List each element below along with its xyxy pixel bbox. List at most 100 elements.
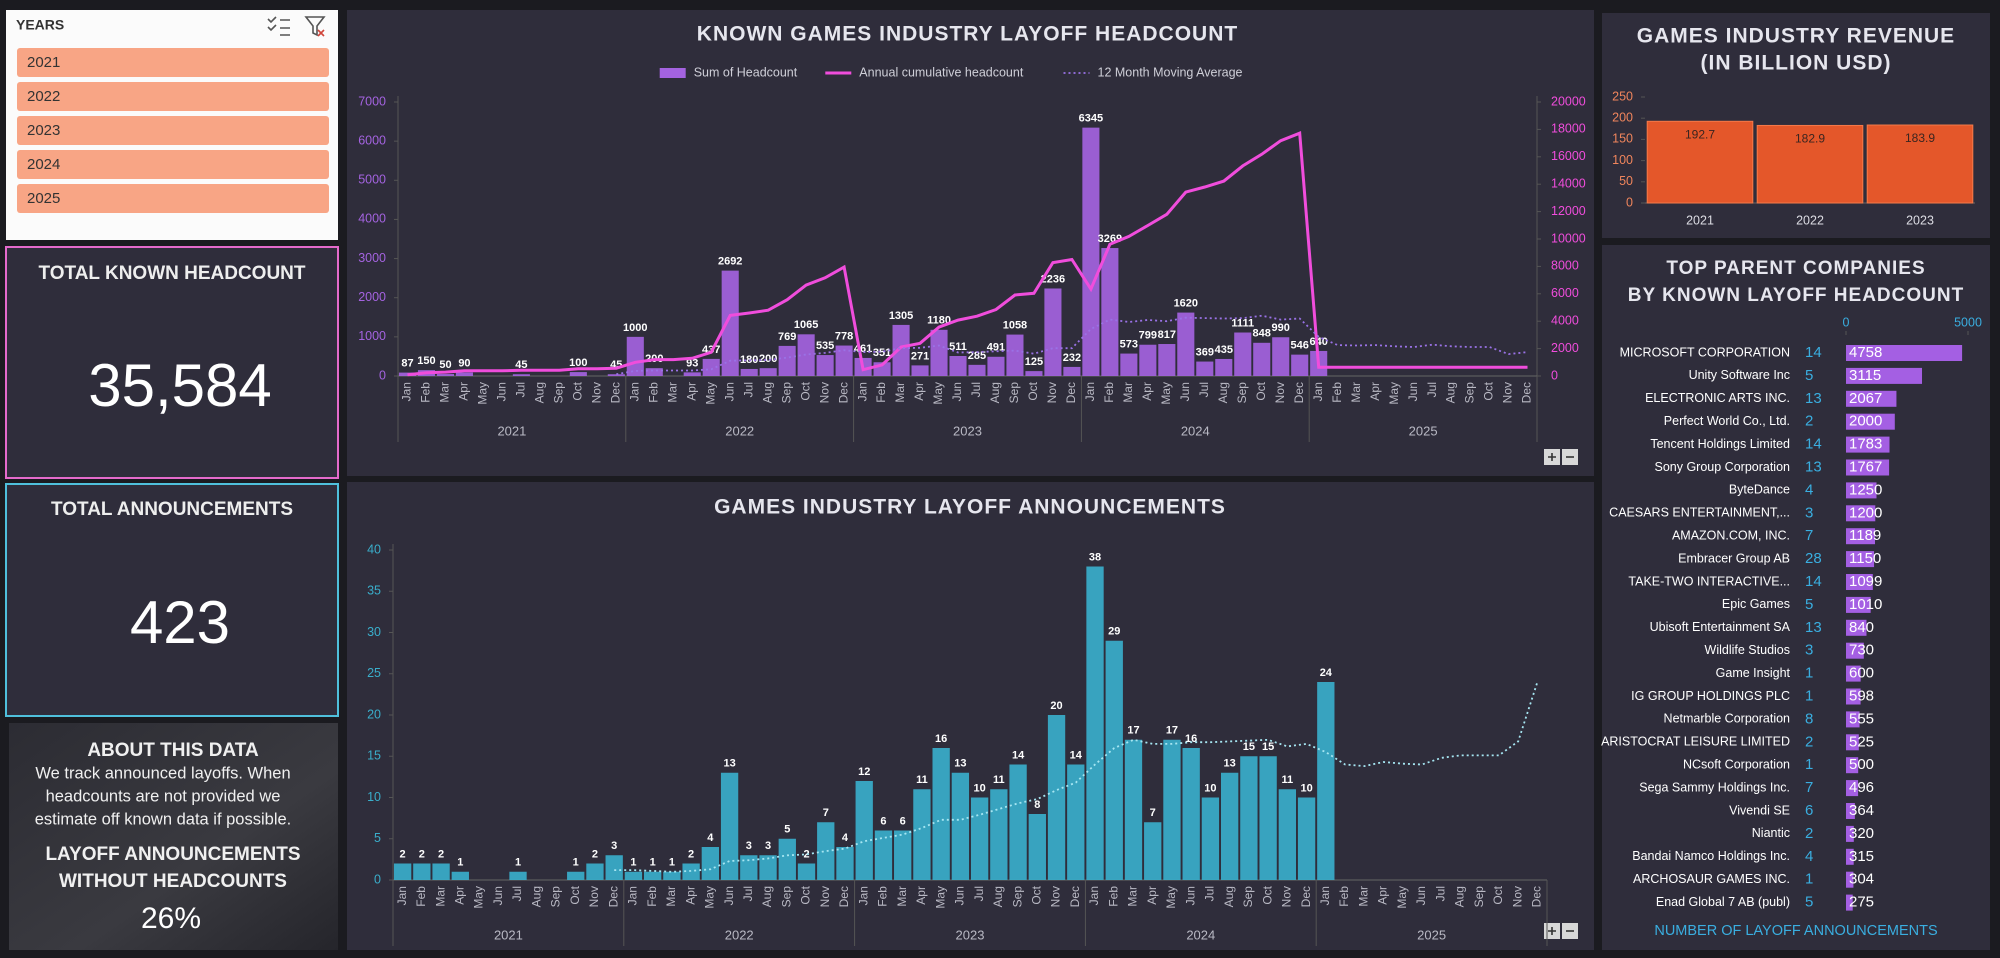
expand-buttons[interactable] — [1544, 923, 1578, 939]
bar — [569, 372, 587, 376]
bar — [1009, 764, 1027, 880]
x-tick-label: Jun — [491, 886, 505, 905]
x-tick-label: 5000 — [1954, 315, 1982, 329]
slicer-item[interactable] — [17, 150, 329, 179]
bar — [778, 345, 796, 376]
y2-tick-label: 12000 — [1551, 204, 1586, 218]
bar — [567, 871, 585, 880]
data-label: 496 — [1849, 779, 1874, 796]
category-label: TAKE-TWO INTERACTIVE... — [1628, 574, 1790, 588]
bar — [626, 336, 644, 376]
x-tick-label: Jul — [1425, 382, 1439, 397]
announcement-count: 3 — [1805, 504, 1813, 521]
about-title: ABOUT THIS DATA — [87, 740, 259, 761]
y-tick-label: 0 — [379, 368, 386, 382]
y2-tick-label: 16000 — [1551, 149, 1586, 163]
y-tick-label: 5000 — [358, 173, 386, 187]
x-tick-label: Jan — [1087, 886, 1101, 905]
x-tick-label: Nov — [1501, 382, 1515, 403]
clear-filter-icon[interactable] — [304, 16, 326, 37]
announcement-count: 5 — [1805, 367, 1813, 384]
x-tick-label: Oct — [1482, 381, 1496, 400]
x-tick-label: Dec — [1299, 886, 1313, 907]
expand-buttons[interactable] — [1544, 449, 1578, 465]
data-label: 990 — [1272, 322, 1290, 334]
bar — [930, 329, 948, 376]
bar — [1846, 825, 1854, 842]
x-tick-label: Dec — [1064, 382, 1078, 403]
data-label: 1099 — [1849, 573, 1882, 590]
slicer-item-label: 2021 — [27, 54, 60, 71]
x-tick-label: Jul — [1203, 886, 1217, 901]
announcement-count: 1 — [1805, 687, 1813, 704]
x-tick-label: Jul — [510, 886, 524, 901]
y-tick-label: 2000 — [358, 290, 386, 304]
x-tick-label: Jul — [1197, 382, 1211, 397]
bar — [1846, 505, 1876, 522]
x-tick-label: Jan — [395, 886, 409, 905]
data-label: 13 — [1224, 758, 1236, 770]
bar — [1866, 124, 1974, 204]
multi-select-icon[interactable] — [267, 16, 290, 36]
bar — [1101, 248, 1119, 376]
x-tick-label: Sep — [1463, 382, 1477, 404]
bar — [1646, 120, 1754, 204]
x-tick-label: Nov — [818, 886, 832, 907]
slicer-item[interactable] — [17, 48, 329, 77]
bar — [586, 863, 604, 880]
bar — [1846, 734, 1859, 751]
bar — [1846, 551, 1875, 568]
data-label: 11 — [1282, 774, 1294, 786]
line — [616, 314, 1528, 376]
y-tick-label: 4000 — [358, 212, 386, 226]
bar — [1105, 640, 1123, 880]
slicer-item[interactable] — [17, 82, 329, 111]
slicer-item[interactable] — [17, 116, 329, 145]
x-tick-label: Oct — [798, 381, 812, 400]
bar — [892, 324, 910, 376]
x-tick-label: Jul — [969, 382, 983, 397]
y-tick-label: 150 — [1612, 132, 1633, 146]
data-label: 2236 — [1041, 273, 1065, 285]
data-label: 4758 — [1849, 344, 1882, 361]
data-label: 511 — [949, 341, 967, 353]
bar — [987, 356, 1005, 376]
data-label: 1 — [457, 857, 463, 869]
bar — [1047, 715, 1066, 880]
y-tick-label: 5 — [374, 831, 381, 845]
x-tick-label: Mar — [438, 382, 452, 403]
data-label: 275 — [1849, 894, 1874, 911]
category-label: Sony Group Corporation — [1655, 460, 1791, 474]
bar — [970, 797, 989, 880]
data-label: 6 — [880, 815, 886, 827]
bar — [455, 372, 473, 376]
x-tick-label: Apr — [683, 886, 697, 905]
bar — [1120, 353, 1138, 376]
data-label: 16 — [1185, 733, 1197, 745]
data-label: 3 — [746, 840, 752, 852]
chart-panel — [347, 10, 1594, 476]
data-label: 7 — [823, 807, 829, 819]
announcement-count: 13 — [1805, 619, 1822, 636]
x-tick-label: Mar — [1121, 382, 1135, 403]
data-label: 17 — [1166, 725, 1178, 737]
data-label: 271 — [911, 350, 929, 362]
category-label: ARISTOCRAT LEISURE LIMITED — [1601, 735, 1790, 749]
slicer-item[interactable] — [17, 184, 329, 213]
about-text: We track announced layoffs. When — [35, 764, 290, 782]
data-label: 38 — [1089, 551, 1101, 563]
x-tick-label: May — [1159, 382, 1173, 405]
category-label: Sega Sammy Holdings Inc. — [1639, 780, 1790, 794]
announcement-count: 14 — [1805, 573, 1822, 590]
data-label: 192.7 — [1685, 127, 1715, 141]
announcement-count: 8 — [1805, 710, 1813, 727]
x-tick-label: Nov — [589, 382, 603, 403]
data-label: 2 — [688, 848, 694, 860]
x-tick-label: Jul — [1433, 886, 1447, 901]
x-tick-label: Mar — [433, 886, 447, 907]
x-tick-label: Mar — [895, 886, 909, 907]
bar — [1272, 337, 1290, 376]
category-label: Game Insight — [1716, 666, 1791, 680]
slicer-item-label: 2025 — [27, 190, 60, 207]
data-label: 10 — [1300, 782, 1312, 794]
